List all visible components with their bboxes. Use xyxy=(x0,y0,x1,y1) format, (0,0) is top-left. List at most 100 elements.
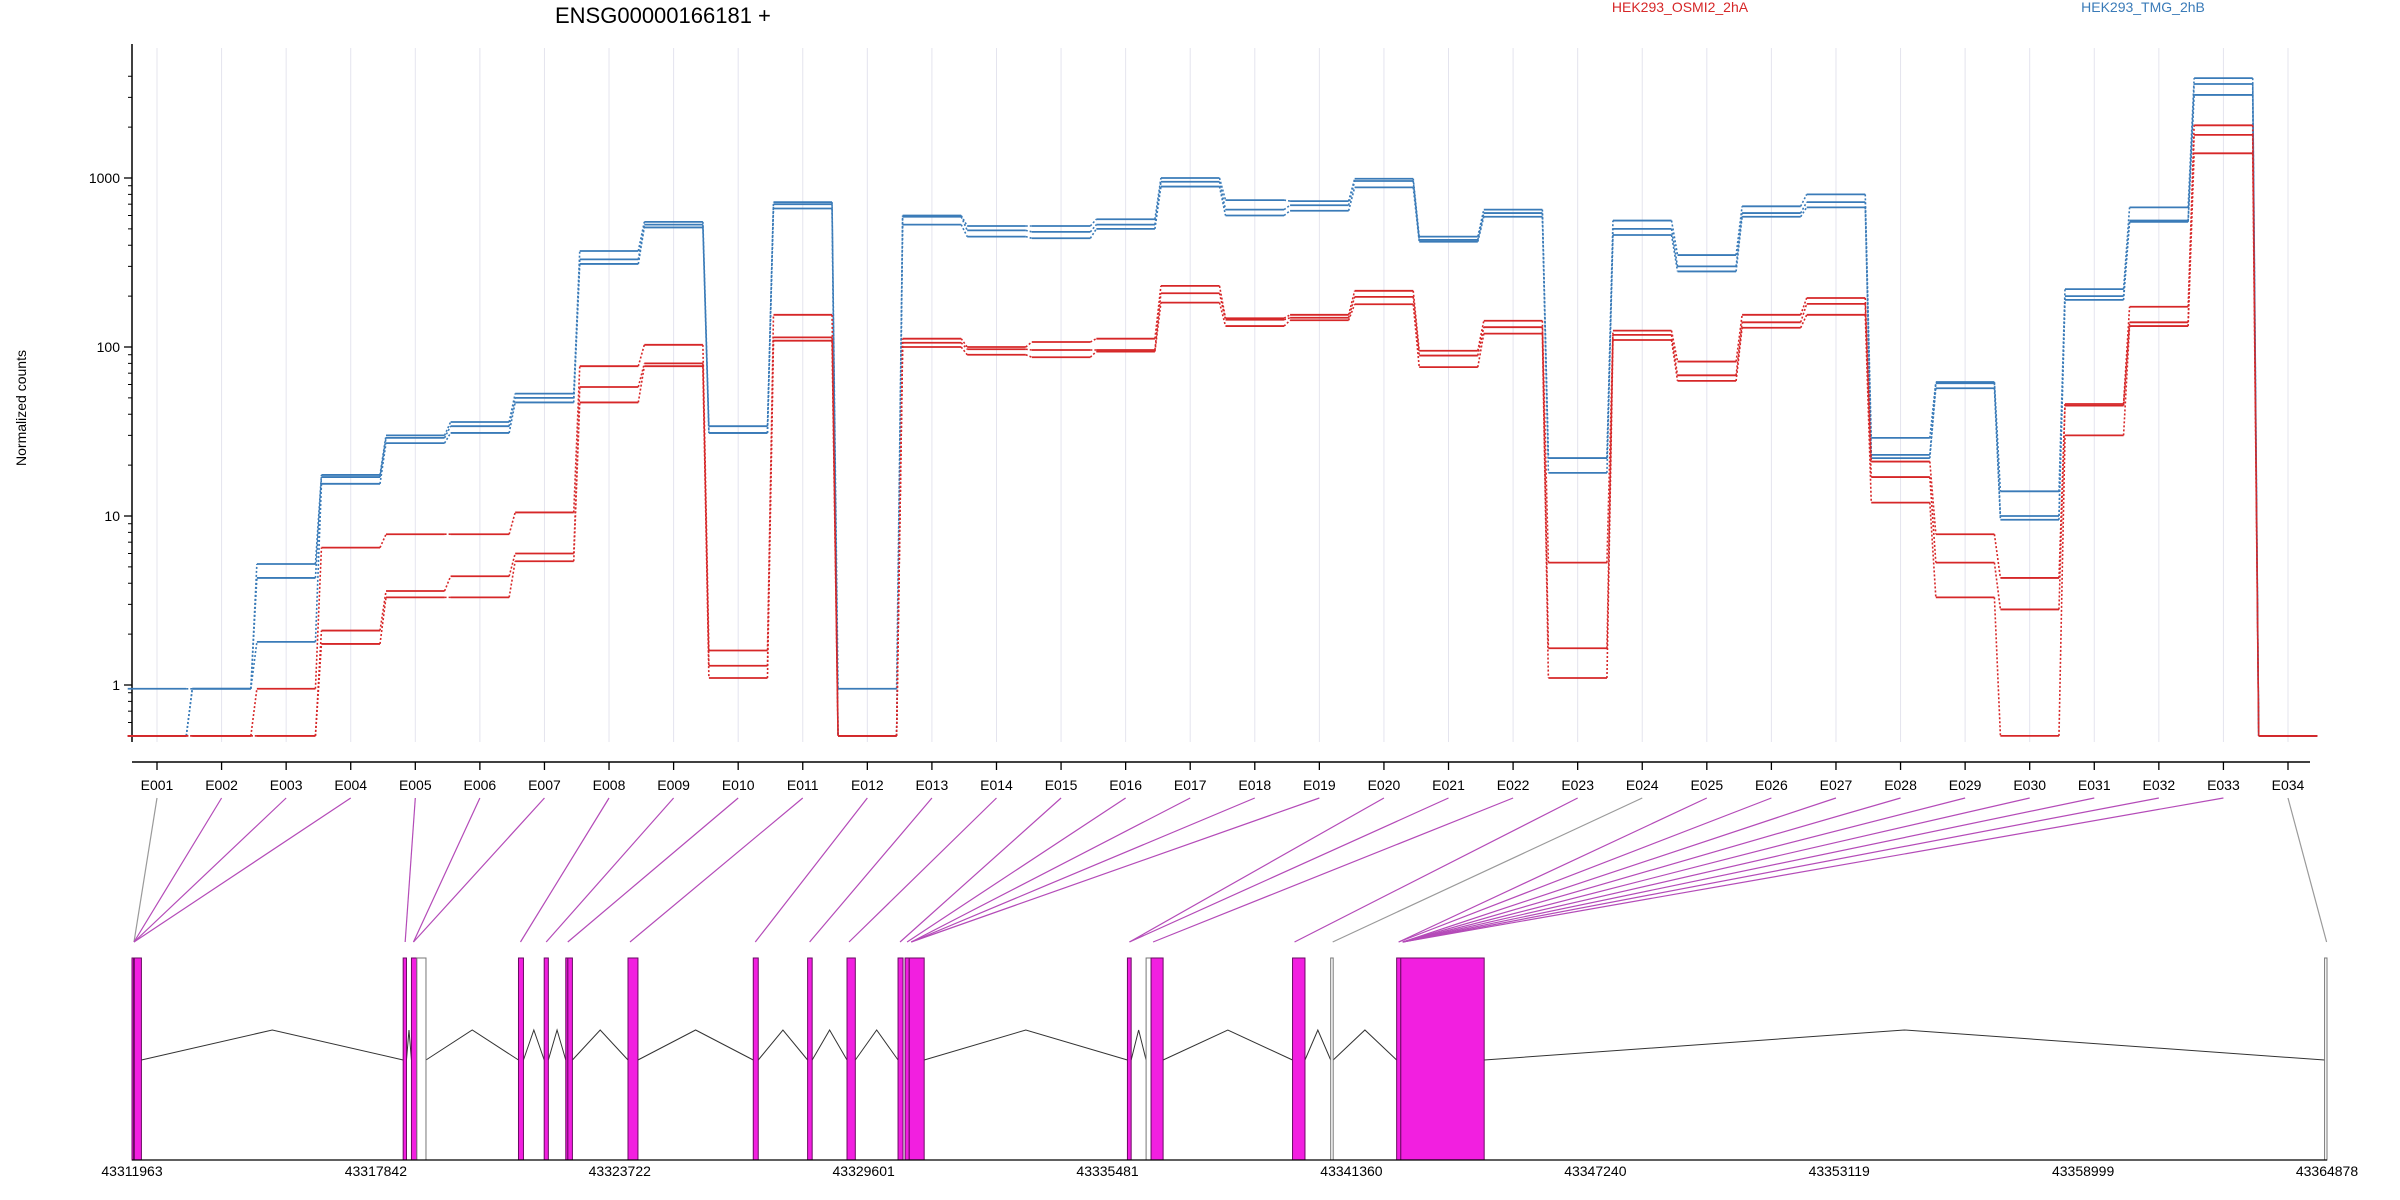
series-connector xyxy=(702,344,710,651)
exon-connector xyxy=(1402,797,2159,943)
exon-connector xyxy=(2287,797,2328,943)
exon-connector xyxy=(899,797,1062,943)
exon-connector xyxy=(906,797,1126,943)
intron xyxy=(572,1029,629,1061)
exon-block xyxy=(1400,957,1485,1161)
series-connector xyxy=(766,204,775,433)
series-connector xyxy=(1089,224,1097,233)
exon-block xyxy=(897,957,904,1161)
series-connector xyxy=(2122,221,2131,300)
exon-connector xyxy=(809,797,933,943)
series-connector xyxy=(1477,333,1485,368)
series-connector xyxy=(1864,314,1873,503)
exon-block xyxy=(567,957,573,1161)
series-connector xyxy=(379,590,387,631)
series-connector xyxy=(379,437,387,478)
x-tick-label: E006 xyxy=(464,777,497,793)
series-connector xyxy=(314,643,323,736)
intron xyxy=(141,1029,404,1061)
series-connector xyxy=(1283,204,1291,211)
exon-connector xyxy=(911,797,1256,943)
exon-block xyxy=(1150,957,1164,1161)
exon-connector xyxy=(545,797,675,943)
exon-block xyxy=(908,957,925,1161)
series-connector xyxy=(508,397,516,427)
y-tick-label: 100 xyxy=(97,339,121,355)
x-tick-label: E012 xyxy=(851,777,884,793)
series-HEK293_TMG_2hB xyxy=(127,83,2318,737)
series-connector xyxy=(960,216,968,231)
x-tick-label: E027 xyxy=(1820,777,1853,793)
coordinate-tick-label: 43311963 xyxy=(101,1163,162,1179)
exon-block xyxy=(1292,957,1306,1161)
series-connector xyxy=(1670,339,1679,382)
series-connector xyxy=(2251,153,2260,736)
exon-connector xyxy=(519,797,610,943)
series-connector xyxy=(1218,302,1227,327)
series-connector xyxy=(572,366,581,513)
x-tick-label: E022 xyxy=(1497,777,1530,793)
y-tick-label: 10 xyxy=(104,508,120,524)
coordinate-tick-label: 43347240 xyxy=(1564,1163,1627,1179)
x-tick-label: E002 xyxy=(205,777,238,793)
series-connector xyxy=(1606,339,1614,679)
series-connector xyxy=(443,421,452,436)
intron xyxy=(547,1028,567,1061)
series-connector xyxy=(2187,94,2195,222)
exon-block xyxy=(1396,957,1402,1161)
genomic-coordinate-axis: 43311963 43317842 43323722 43329601 43335481… xyxy=(101,1159,2359,1179)
intron xyxy=(854,1029,899,1061)
series-connector xyxy=(1412,296,1421,356)
series-connector xyxy=(1025,348,1032,351)
series-connector xyxy=(1025,229,1032,233)
series-connector xyxy=(1799,201,1808,214)
series-connector xyxy=(1993,534,2002,579)
series-connector xyxy=(960,224,968,237)
series-connector xyxy=(1154,177,1162,220)
series-HEK293_OSMI2_2hA xyxy=(127,124,2318,737)
series-connector xyxy=(1670,220,1679,256)
legend-label-tmg: HEK293_TMG_2hB xyxy=(2081,0,2205,15)
exon-connector xyxy=(133,797,352,943)
series-connector xyxy=(831,340,839,736)
exon-block xyxy=(846,957,856,1161)
exon-block xyxy=(402,957,407,1161)
exon-block xyxy=(543,957,549,1161)
intron xyxy=(637,1029,754,1061)
series-connector xyxy=(1089,350,1097,358)
exon-connector xyxy=(133,797,287,943)
exon-connector xyxy=(1402,797,1901,943)
coordinate-tick-label: 43364878 xyxy=(2296,1163,2359,1179)
x-tick-label: E028 xyxy=(1884,777,1917,793)
series-HEK293_TMG_2hB xyxy=(127,77,2318,737)
series-connector xyxy=(314,474,323,565)
series-connector xyxy=(1025,341,1033,348)
series-connector xyxy=(1412,304,1421,368)
series-connector xyxy=(1283,316,1291,321)
series-connector xyxy=(1541,216,1550,473)
y-tick-label: 1 xyxy=(112,677,120,693)
series-connector xyxy=(185,688,194,736)
series-connector xyxy=(1670,228,1679,267)
series-connector xyxy=(572,263,581,403)
series-connector xyxy=(1347,187,1356,211)
exon-block xyxy=(416,957,427,1161)
series-connector xyxy=(637,363,646,388)
series-connector xyxy=(1864,297,1873,462)
x-tick-label: E018 xyxy=(1238,777,1271,793)
exon-connector xyxy=(1398,797,1708,943)
x-tick-label: E015 xyxy=(1045,777,1078,793)
exon-block xyxy=(807,957,813,1161)
y-axis-label: Normalized counts xyxy=(13,350,29,466)
exon-block xyxy=(627,957,639,1161)
series-connector xyxy=(1154,293,1162,351)
x-tick-label: E011 xyxy=(787,777,819,793)
y-axis: 1 10 100 1000 xyxy=(89,44,133,742)
legend-label-osmi2: HEK293_OSMI2_2hA xyxy=(1612,0,1749,15)
series-connector xyxy=(314,483,323,642)
exon-connector xyxy=(911,797,1320,943)
series-connector xyxy=(1477,212,1485,241)
exon-block xyxy=(752,957,759,1161)
series-connector xyxy=(1799,297,1808,316)
series-connector xyxy=(1412,180,1421,241)
